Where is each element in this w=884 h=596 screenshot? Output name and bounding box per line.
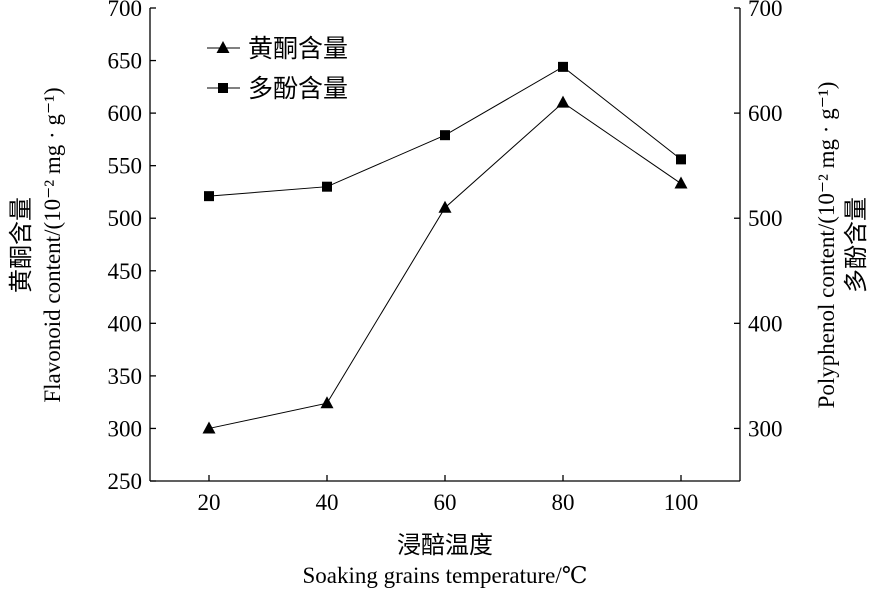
triangle-marker	[438, 200, 452, 213]
series	[202, 61, 688, 434]
y-tick-label: 400	[108, 311, 143, 336]
ticks: 250 300 350 400 450 500 550 600 650 700 300 400 500 6…	[108, 0, 783, 515]
y2-tick-label: 400	[748, 311, 783, 336]
x-tick-label: 40	[316, 490, 339, 515]
axes	[149, 8, 741, 482]
square-marker	[204, 191, 214, 202]
x-tick-label: 60	[434, 490, 457, 515]
x-axis-label-cn: 浸醅温度	[397, 532, 493, 559]
legend-label: 多酚含量	[248, 75, 348, 103]
y2-tick-label: 300	[748, 416, 783, 441]
y-tick-label: 550	[108, 154, 143, 179]
legend-label: 黄酮含量	[248, 35, 348, 63]
y-tick-label: 250	[108, 469, 143, 494]
square-marker	[558, 61, 568, 72]
triangle-marker	[320, 396, 334, 409]
y-tick-label: 600	[108, 101, 143, 126]
y-tick-label: 500	[108, 206, 143, 231]
y2-tick-label: 500	[748, 206, 783, 231]
series-polyphenol	[204, 61, 686, 202]
square-marker	[218, 83, 228, 93]
y2-tick-label: 700	[748, 0, 783, 21]
y2-tick-label: 600	[748, 101, 783, 126]
y-axis-label-en: Flavonoid content/(10⁻² mg · g⁻¹)	[40, 87, 65, 402]
y-axis-label-cn: 黄酮含量	[8, 197, 35, 293]
square-marker	[440, 130, 450, 141]
x-tick-label: 20	[198, 490, 221, 515]
triangle-marker	[202, 421, 216, 434]
y2-axis-label-en: Polyphenol content/(10⁻² mg · g⁻¹)	[814, 82, 839, 409]
y-tick-label: 700	[108, 0, 143, 21]
series-flavonoid	[202, 95, 688, 434]
triangle-marker	[674, 176, 688, 189]
series-line	[208, 101, 682, 429]
triangle-marker	[216, 41, 230, 53]
y-tick-label: 300	[108, 416, 143, 441]
y-tick-label: 350	[108, 364, 143, 389]
square-marker	[676, 154, 686, 165]
x-tick-label: 80	[552, 490, 575, 515]
y-tick-label: 450	[108, 259, 143, 284]
x-axis-label-en: Soaking grains temperature/℃	[302, 563, 587, 588]
square-marker	[322, 181, 332, 192]
y2-axis-label-cn: 多酚含量	[843, 197, 870, 293]
x-tick-label: 100	[664, 490, 699, 515]
y-tick-label: 650	[108, 49, 143, 74]
triangle-marker	[556, 95, 570, 108]
